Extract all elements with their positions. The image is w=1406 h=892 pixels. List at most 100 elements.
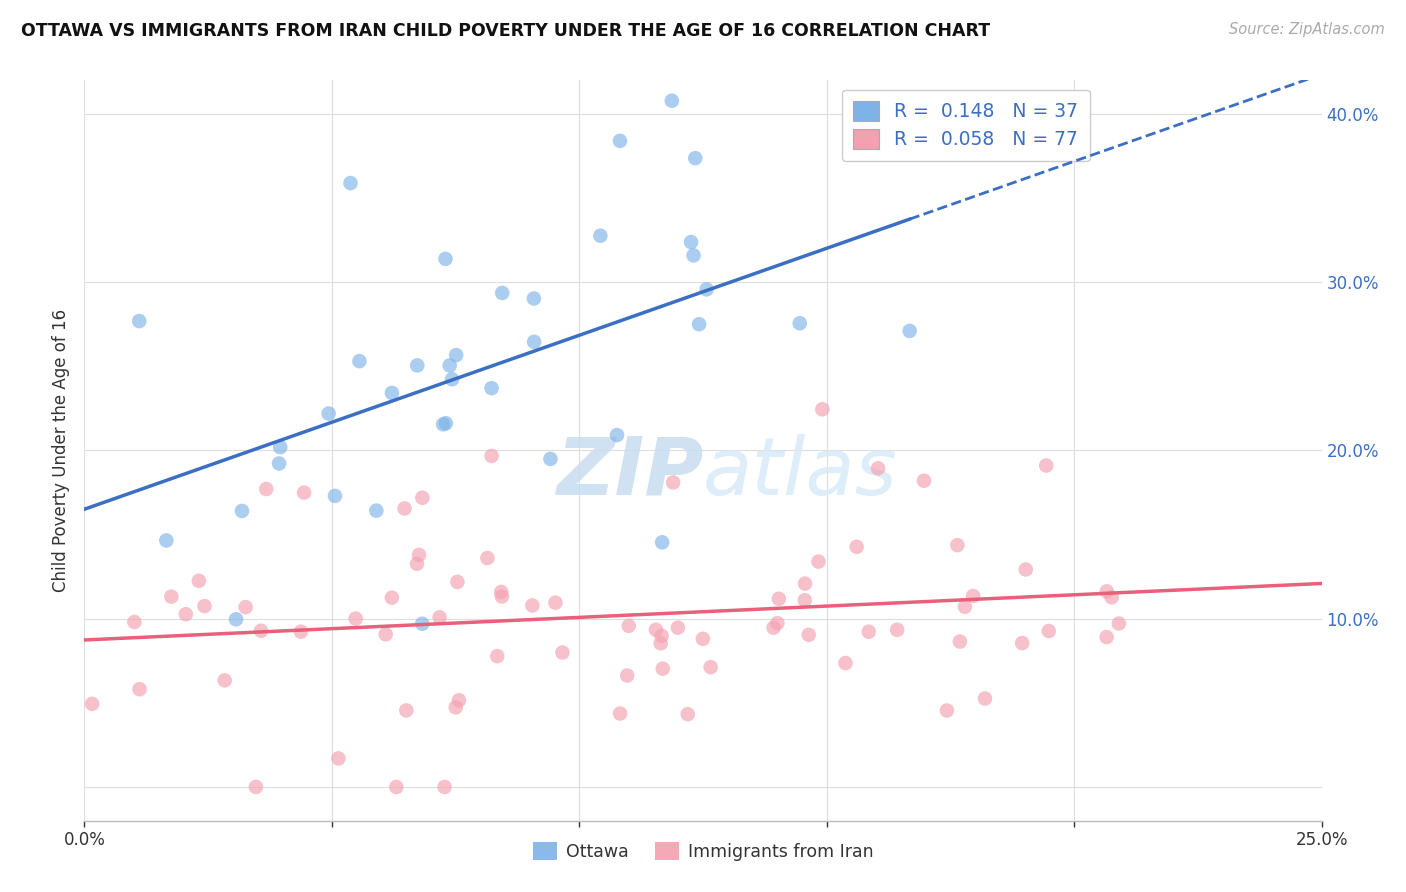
Point <box>444 700 467 714</box>
Point <box>1035 458 1057 473</box>
Point <box>193 599 215 613</box>
Point <box>491 590 513 604</box>
Point <box>339 176 361 190</box>
Point <box>328 751 350 765</box>
Point <box>385 780 408 794</box>
Point <box>651 662 673 676</box>
Point <box>845 540 868 554</box>
Point <box>250 624 273 638</box>
Point <box>797 628 820 642</box>
Point <box>441 372 464 386</box>
Point <box>651 535 673 549</box>
Point <box>489 585 512 599</box>
Point <box>696 282 718 296</box>
Point <box>523 292 546 306</box>
Point <box>589 228 612 243</box>
Point <box>609 134 631 148</box>
Point <box>245 780 267 794</box>
Point <box>477 551 499 566</box>
Point <box>434 416 457 430</box>
Point <box>381 385 404 400</box>
Point <box>439 359 461 373</box>
Point <box>374 627 396 641</box>
Point <box>609 706 631 721</box>
Point <box>187 574 209 588</box>
Point <box>349 354 371 368</box>
Point <box>395 703 418 717</box>
Text: ZIP: ZIP <box>555 434 703 512</box>
Point <box>807 555 830 569</box>
Point <box>551 646 574 660</box>
Point <box>1011 636 1033 650</box>
Point <box>323 489 346 503</box>
Point <box>491 285 513 300</box>
Point <box>128 682 150 697</box>
Point <box>128 314 150 328</box>
Point <box>676 707 699 722</box>
Point <box>912 474 935 488</box>
Point <box>650 636 672 650</box>
Point <box>898 324 921 338</box>
Point <box>962 589 984 603</box>
Point <box>661 94 683 108</box>
Point <box>267 457 290 471</box>
Point <box>406 359 429 373</box>
Point <box>688 317 710 331</box>
Point <box>886 623 908 637</box>
Point <box>794 576 817 591</box>
Point <box>1095 584 1118 599</box>
Point <box>434 252 457 266</box>
Text: atlas: atlas <box>703 434 898 512</box>
Point <box>411 491 433 505</box>
Point <box>662 475 685 490</box>
Point <box>80 697 103 711</box>
Point <box>155 533 177 548</box>
Point <box>762 621 785 635</box>
Point <box>858 624 880 639</box>
Point <box>231 504 253 518</box>
Point <box>949 634 972 648</box>
Y-axis label: Child Poverty Under the Age of 16: Child Poverty Under the Age of 16 <box>52 309 70 592</box>
Point <box>444 348 467 362</box>
Point <box>834 656 856 670</box>
Point <box>214 673 236 688</box>
Point <box>433 780 456 794</box>
Point <box>538 452 561 467</box>
Point <box>290 624 312 639</box>
Point <box>522 599 544 613</box>
Text: Source: ZipAtlas.com: Source: ZipAtlas.com <box>1229 22 1385 37</box>
Point <box>394 501 416 516</box>
Point <box>1095 630 1118 644</box>
Point <box>481 381 503 395</box>
Point <box>974 691 997 706</box>
Point <box>946 538 969 552</box>
Point <box>666 621 689 635</box>
Point <box>1108 616 1130 631</box>
Point <box>408 548 430 562</box>
Point <box>789 316 811 330</box>
Point <box>768 591 790 606</box>
Point <box>616 668 638 682</box>
Point <box>160 590 183 604</box>
Point <box>446 574 468 589</box>
Point <box>523 334 546 349</box>
Point <box>429 610 451 624</box>
Point <box>124 615 146 629</box>
Point <box>344 611 367 625</box>
Point <box>269 440 291 454</box>
Point <box>1101 591 1123 605</box>
Point <box>692 632 714 646</box>
Legend: Ottawa, Immigrants from Iran: Ottawa, Immigrants from Iran <box>526 835 880 868</box>
Point <box>683 151 706 165</box>
Text: OTTAWA VS IMMIGRANTS FROM IRAN CHILD POVERTY UNDER THE AGE OF 16 CORRELATION CHA: OTTAWA VS IMMIGRANTS FROM IRAN CHILD POV… <box>21 22 990 40</box>
Point <box>617 619 640 633</box>
Point <box>766 616 789 631</box>
Point <box>1038 624 1060 638</box>
Point <box>935 704 957 718</box>
Point <box>381 591 404 605</box>
Point <box>486 649 509 664</box>
Point <box>868 461 890 475</box>
Point <box>254 482 277 496</box>
Point <box>406 557 429 571</box>
Point <box>793 593 815 607</box>
